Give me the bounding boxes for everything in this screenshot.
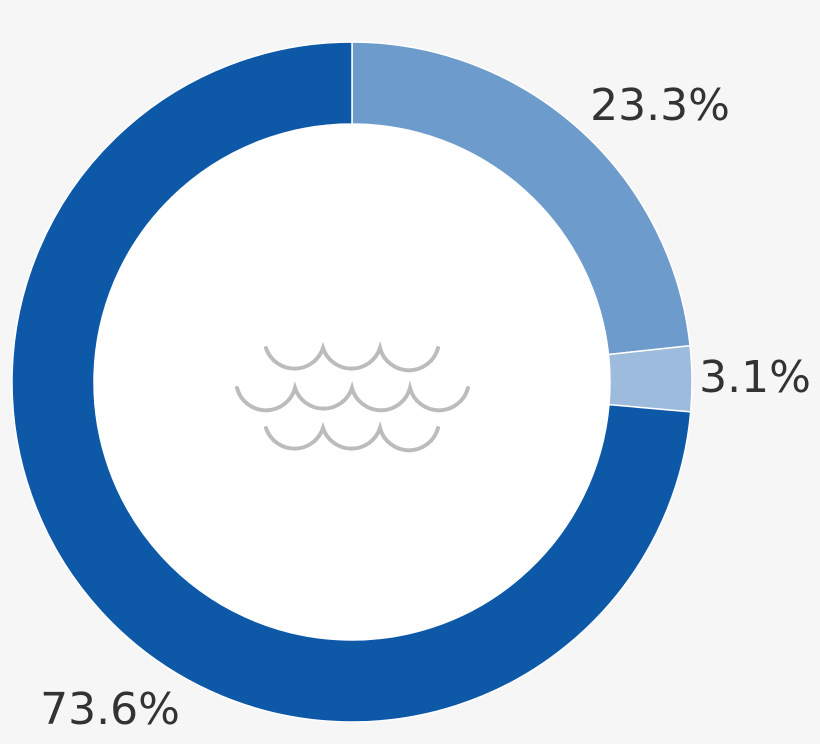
data-label: 3.1% <box>699 352 811 403</box>
data-label: 73.6% <box>40 684 180 735</box>
data-label: 23.3% <box>590 80 730 131</box>
donut-slice <box>607 344 693 413</box>
water-icon <box>235 340 470 453</box>
